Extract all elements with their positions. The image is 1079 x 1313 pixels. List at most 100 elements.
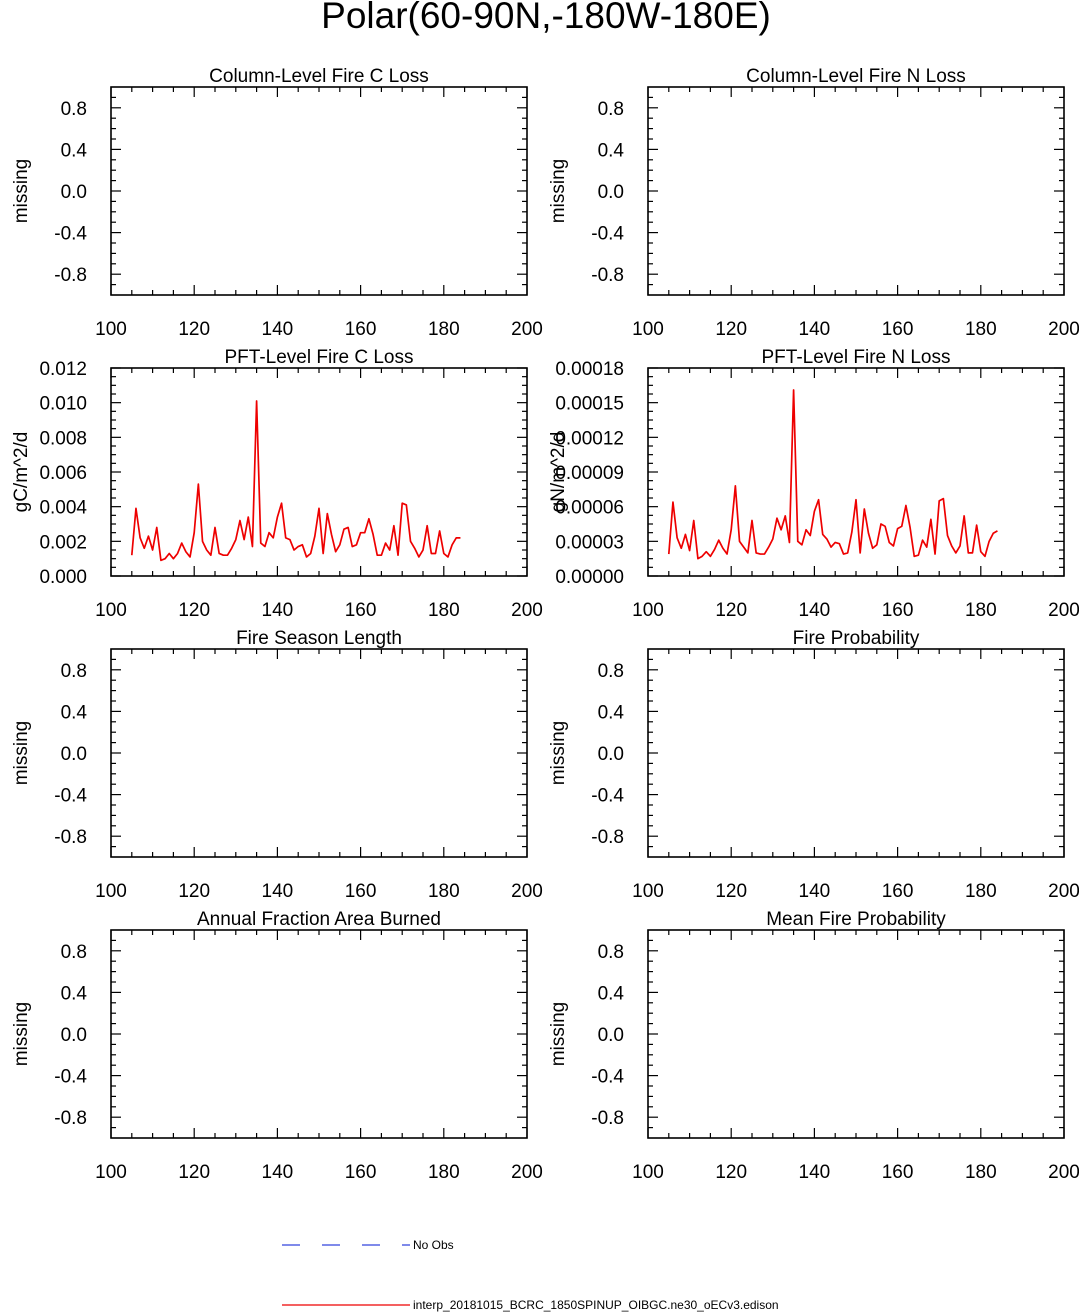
- panel-title: Column-Level Fire C Loss: [209, 66, 429, 87]
- x-tick-label: 100: [632, 1162, 664, 1183]
- y-tick-label: 0.00018: [555, 359, 624, 380]
- panel-title: Mean Fire Probability: [766, 909, 946, 930]
- y-axis-label: missing: [11, 721, 32, 785]
- x-tick-label: 160: [882, 319, 914, 340]
- chart-panel: Annual Fraction Area Burned missing 100 120…: [11, 909, 543, 1183]
- y-tick-label: 0.00009: [555, 463, 624, 484]
- y-tick-label: 0.000: [39, 567, 87, 588]
- y-tick-label: -0.8: [591, 827, 624, 848]
- y-axis-label: missing: [548, 1002, 569, 1066]
- x-tick-label: 120: [178, 1162, 210, 1183]
- legend-label-no-obs: No Obs: [413, 1238, 454, 1252]
- y-tick-label: -0.8: [54, 265, 87, 286]
- x-tick-label: 200: [511, 319, 543, 340]
- x-tick-label: 140: [799, 600, 831, 621]
- x-tick-label: 100: [95, 1162, 127, 1183]
- x-tick-label: 100: [632, 881, 664, 902]
- y-tick-label: -0.8: [591, 265, 624, 286]
- plot-frame: [647, 648, 1065, 858]
- y-tick-label: 0.006: [39, 463, 87, 484]
- figure-title: Polar(60-90N,-180W-180E): [321, 0, 771, 36]
- y-axis-label: missing: [11, 159, 32, 223]
- chart-panel: Column-Level Fire N Loss missing 100 120 140…: [548, 66, 1079, 340]
- y-tick-label: 0.8: [61, 942, 87, 963]
- x-tick-label: 120: [178, 600, 210, 621]
- plot-frame: [647, 367, 1065, 577]
- x-tick-label: 160: [345, 600, 377, 621]
- y-tick-label: 0.8: [598, 661, 624, 682]
- chart-panel: PFT-Level Fire C Loss gC/m^2/d 100 120 140 16…: [11, 347, 543, 621]
- y-tick-label: 0.4: [598, 140, 625, 161]
- y-tick-label: 0.00000: [555, 567, 624, 588]
- plot-frame: [647, 86, 1065, 296]
- y-tick-label: -0.4: [591, 1067, 624, 1088]
- x-tick-label: 120: [178, 881, 210, 902]
- y-tick-label: 0.0: [598, 744, 624, 765]
- legend-label-model: interp_20181015_BCRC_1850SPINUP_OIBGC.ne…: [413, 1298, 779, 1312]
- x-tick-label: 100: [95, 600, 127, 621]
- chart-panel: Fire Season Length missing 100 120 140 160 180…: [11, 628, 543, 902]
- x-tick-label: 160: [882, 1162, 914, 1183]
- x-tick-label: 140: [799, 319, 831, 340]
- legend: No Obs interp_20181015_BCRC_1850SPINUP_O…: [282, 1238, 779, 1312]
- y-tick-label: 0.0: [61, 744, 87, 765]
- plot-frame: [647, 929, 1065, 1139]
- y-tick-label: 0.4: [61, 702, 88, 723]
- y-tick-label: -0.4: [54, 224, 87, 245]
- panel-title: Column-Level Fire N Loss: [746, 66, 966, 87]
- y-tick-label: -0.4: [54, 786, 87, 807]
- x-tick-label: 140: [799, 881, 831, 902]
- y-axis-label: missing: [11, 1002, 32, 1066]
- y-tick-label: -0.4: [591, 786, 624, 807]
- x-tick-label: 160: [345, 1162, 377, 1183]
- panel-grid: Column-Level Fire C Loss missing 100 120 140…: [11, 66, 1079, 1183]
- panel-title: PFT-Level Fire C Loss: [225, 347, 414, 368]
- x-tick-label: 140: [262, 1162, 294, 1183]
- y-tick-label: 0.4: [61, 140, 88, 161]
- x-tick-label: 160: [345, 319, 377, 340]
- x-tick-label: 100: [632, 319, 664, 340]
- y-axis-label: missing: [548, 159, 569, 223]
- plot-frame: [110, 648, 528, 858]
- x-tick-label: 200: [1048, 1162, 1079, 1183]
- y-tick-label: 0.8: [598, 99, 624, 120]
- y-tick-label: 0.00003: [555, 532, 624, 553]
- panel-title: Annual Fraction Area Burned: [197, 909, 441, 930]
- y-tick-label: -0.8: [54, 827, 87, 848]
- x-tick-label: 200: [511, 1162, 543, 1183]
- chart-panel: Column-Level Fire C Loss missing 100 120 140…: [11, 66, 543, 340]
- y-tick-label: -0.4: [591, 224, 624, 245]
- x-tick-label: 140: [262, 600, 294, 621]
- x-tick-label: 160: [882, 881, 914, 902]
- x-tick-label: 100: [632, 600, 664, 621]
- x-tick-label: 160: [345, 881, 377, 902]
- x-tick-label: 200: [1048, 319, 1079, 340]
- x-tick-label: 180: [965, 319, 997, 340]
- x-tick-label: 180: [428, 600, 460, 621]
- x-tick-label: 200: [1048, 600, 1079, 621]
- x-tick-label: 100: [95, 881, 127, 902]
- y-tick-label: 0.00015: [555, 394, 624, 415]
- x-tick-label: 140: [799, 1162, 831, 1183]
- x-tick-label: 180: [965, 600, 997, 621]
- x-tick-label: 120: [715, 881, 747, 902]
- y-tick-label: 0.00006: [555, 498, 624, 519]
- y-tick-label: -0.8: [591, 1108, 624, 1129]
- x-tick-label: 200: [511, 600, 543, 621]
- y-tick-label: 0.010: [39, 394, 87, 415]
- x-tick-label: 180: [428, 881, 460, 902]
- y-tick-label: 0.4: [598, 983, 625, 1004]
- y-tick-label: 0.008: [39, 428, 87, 449]
- plot-frame: [110, 86, 528, 296]
- y-tick-label: 0.8: [61, 661, 87, 682]
- chart-panel: PFT-Level Fire N Loss gN/m^2/d 100 120 140 16…: [548, 347, 1079, 621]
- x-tick-label: 140: [262, 881, 294, 902]
- series-line: [130, 400, 461, 562]
- y-tick-label: -0.8: [54, 1108, 87, 1129]
- chart-panel: Fire Probability missing 100 120 140 160 180 20…: [548, 628, 1079, 902]
- y-tick-label: 0.8: [61, 99, 87, 120]
- x-tick-label: 140: [262, 319, 294, 340]
- y-tick-label: 0.4: [598, 702, 625, 723]
- plot-frame: [110, 367, 528, 577]
